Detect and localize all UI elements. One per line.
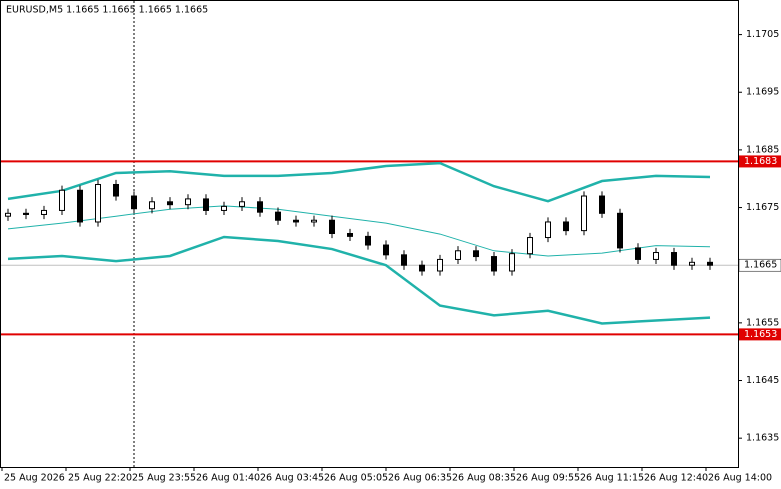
candle-body — [239, 201, 245, 207]
x-tick-label: 26 Aug 06:35 — [388, 473, 452, 484]
chart-title: EURUSD,M5 1.1665 1.1665 1.1665 1.1665 — [6, 5, 208, 16]
price-label-box — [739, 328, 781, 341]
price-label: 1.1653 — [744, 329, 777, 340]
candle-body — [707, 261, 713, 266]
candle-body — [527, 237, 533, 255]
candle-body — [545, 221, 551, 239]
x-tick-label: 26 Aug 12:40 — [644, 473, 708, 484]
y-tick-label: 1.1645 — [746, 375, 779, 386]
candle-body — [581, 195, 587, 232]
x-tick-label: 25 Aug 2026 — [4, 473, 65, 484]
band-middle — [7, 205, 711, 257]
x-tick-label: 26 Aug 14:00 — [708, 473, 772, 484]
band-upper — [7, 161, 711, 203]
candle-body — [5, 212, 11, 217]
y-tick-label: 1.1675 — [746, 202, 779, 213]
candle-body — [455, 250, 461, 260]
x-tick-label: 25 Aug 22:20 — [68, 473, 132, 484]
current-price-label: 1.1665 — [744, 260, 777, 271]
x-tick-label: 25 Aug 23:55 — [132, 473, 196, 484]
x-tick-label: 26 Aug 11:15 — [580, 473, 644, 484]
candle-body — [77, 189, 83, 223]
candle-body — [167, 201, 173, 206]
candle-body — [635, 247, 641, 260]
x-tick-label: 26 Aug 09:55 — [516, 473, 580, 484]
candle-body — [437, 258, 443, 272]
candle-body — [653, 252, 659, 260]
y-tick-label: 1.1685 — [746, 144, 779, 155]
candle-body — [203, 198, 209, 211]
candle-body — [131, 195, 137, 210]
candle-body — [509, 253, 515, 272]
current-price-box — [738, 258, 781, 272]
y-tick-label: 1.1695 — [746, 87, 779, 98]
candle-body — [329, 219, 335, 234]
band-lower — [7, 235, 711, 325]
price-label: 1.1683 — [744, 156, 777, 167]
candle-body — [617, 212, 623, 249]
candle-body — [599, 195, 605, 214]
candle-body — [95, 183, 101, 223]
candle-body — [113, 183, 119, 197]
candle-body — [383, 244, 389, 256]
candle-body — [401, 254, 407, 266]
candle-body — [473, 250, 479, 258]
x-tick-label: 26 Aug 03:45 — [260, 473, 324, 484]
y-tick-label: 1.1705 — [746, 29, 779, 40]
y-tick-label: 1.1635 — [746, 433, 779, 444]
candle-body — [149, 201, 155, 210]
candle-body — [275, 211, 281, 221]
candle-body — [419, 264, 425, 272]
candle-body — [347, 233, 353, 237]
candle-body — [293, 219, 299, 223]
x-tick-label: 26 Aug 01:40 — [196, 473, 260, 484]
x-tick-label: 26 Aug 08:35 — [452, 473, 516, 484]
candle-body — [311, 219, 317, 223]
y-tick-label: 1.1655 — [746, 317, 779, 328]
candle-body — [59, 189, 65, 211]
candle-body — [41, 209, 47, 215]
candle-body — [671, 252, 677, 266]
price-label-box — [739, 155, 781, 168]
candle-body — [689, 261, 695, 266]
x-tick-label: 26 Aug 05:05 — [324, 473, 388, 484]
candle-body — [563, 221, 569, 232]
candle-body — [365, 235, 371, 246]
candle-body — [257, 201, 263, 213]
candle-body — [491, 256, 497, 272]
plot-frame — [0, 0, 739, 468]
candle-body — [221, 205, 227, 211]
candle-body — [185, 198, 191, 206]
candle-body — [23, 212, 29, 215]
